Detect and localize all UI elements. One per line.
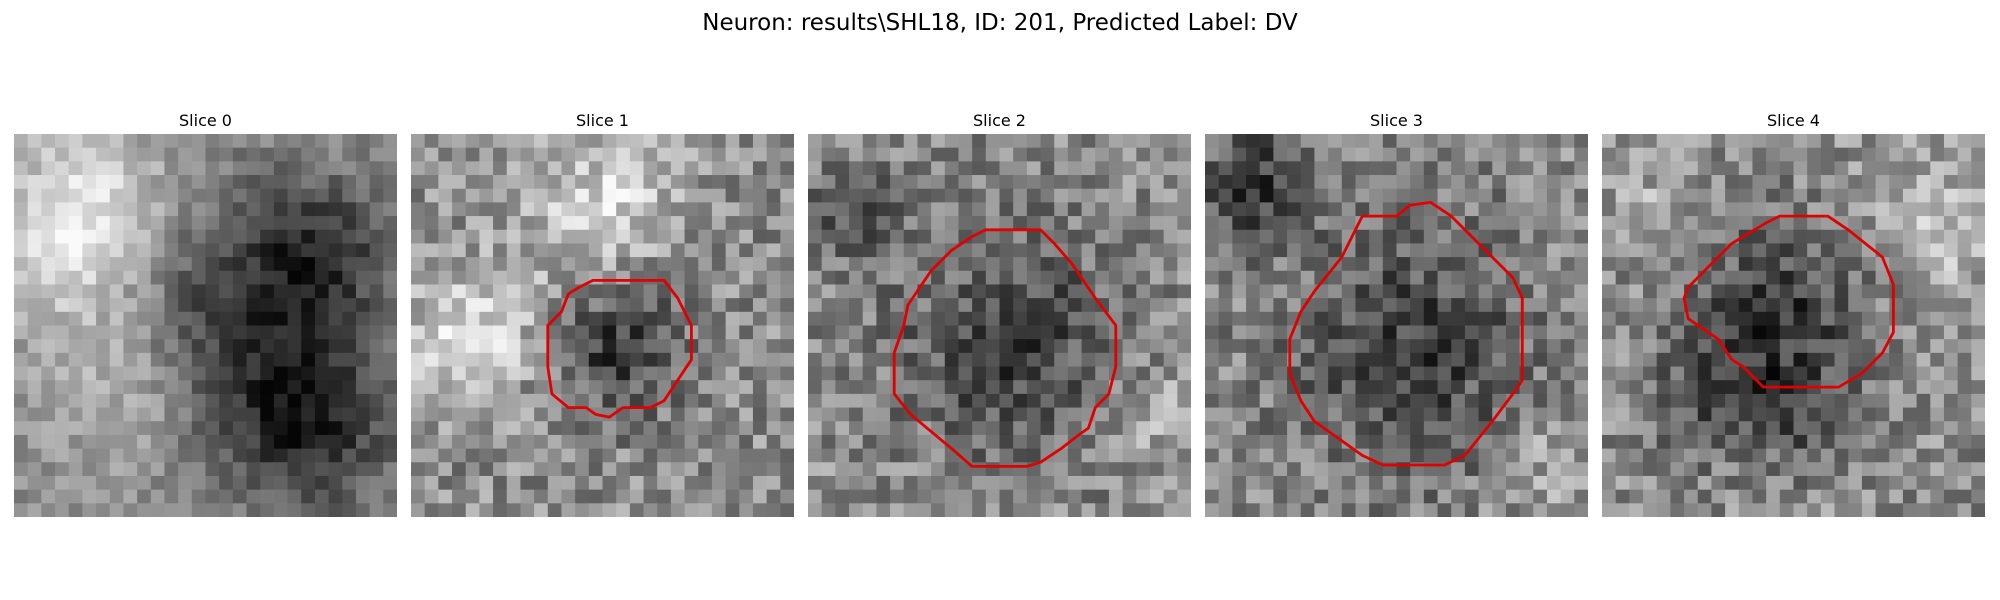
slice-title: Slice 3 [1370, 111, 1423, 130]
slice-panel-1: Slice 1 [411, 110, 794, 517]
figure-title: Neuron: results\SHL18, ID: 201, Predicte… [702, 10, 1298, 36]
slice-image-0 [14, 134, 397, 517]
slice-image-4 [1602, 134, 1985, 517]
slice-title: Slice 1 [576, 111, 629, 130]
slice-title: Slice 2 [973, 111, 1026, 130]
slice-image-1 [411, 134, 794, 517]
slice-image-2 [808, 134, 1191, 517]
slice-panel-2: Slice 2 [808, 110, 1191, 517]
slice-title: Slice 0 [179, 111, 232, 130]
segmentation-contour [546, 278, 693, 419]
slice-panel-3: Slice 3 [1205, 110, 1588, 517]
segmentation-contour [892, 228, 1118, 468]
slice-image-3 [1205, 134, 1588, 517]
slice-panel-4: Slice 4 [1602, 110, 1985, 517]
segmentation-contour [1288, 201, 1524, 467]
segmentation-contour [1682, 214, 1895, 389]
slice-title: Slice 4 [1767, 111, 1820, 130]
slice-panel-0: Slice 0 [14, 110, 397, 517]
